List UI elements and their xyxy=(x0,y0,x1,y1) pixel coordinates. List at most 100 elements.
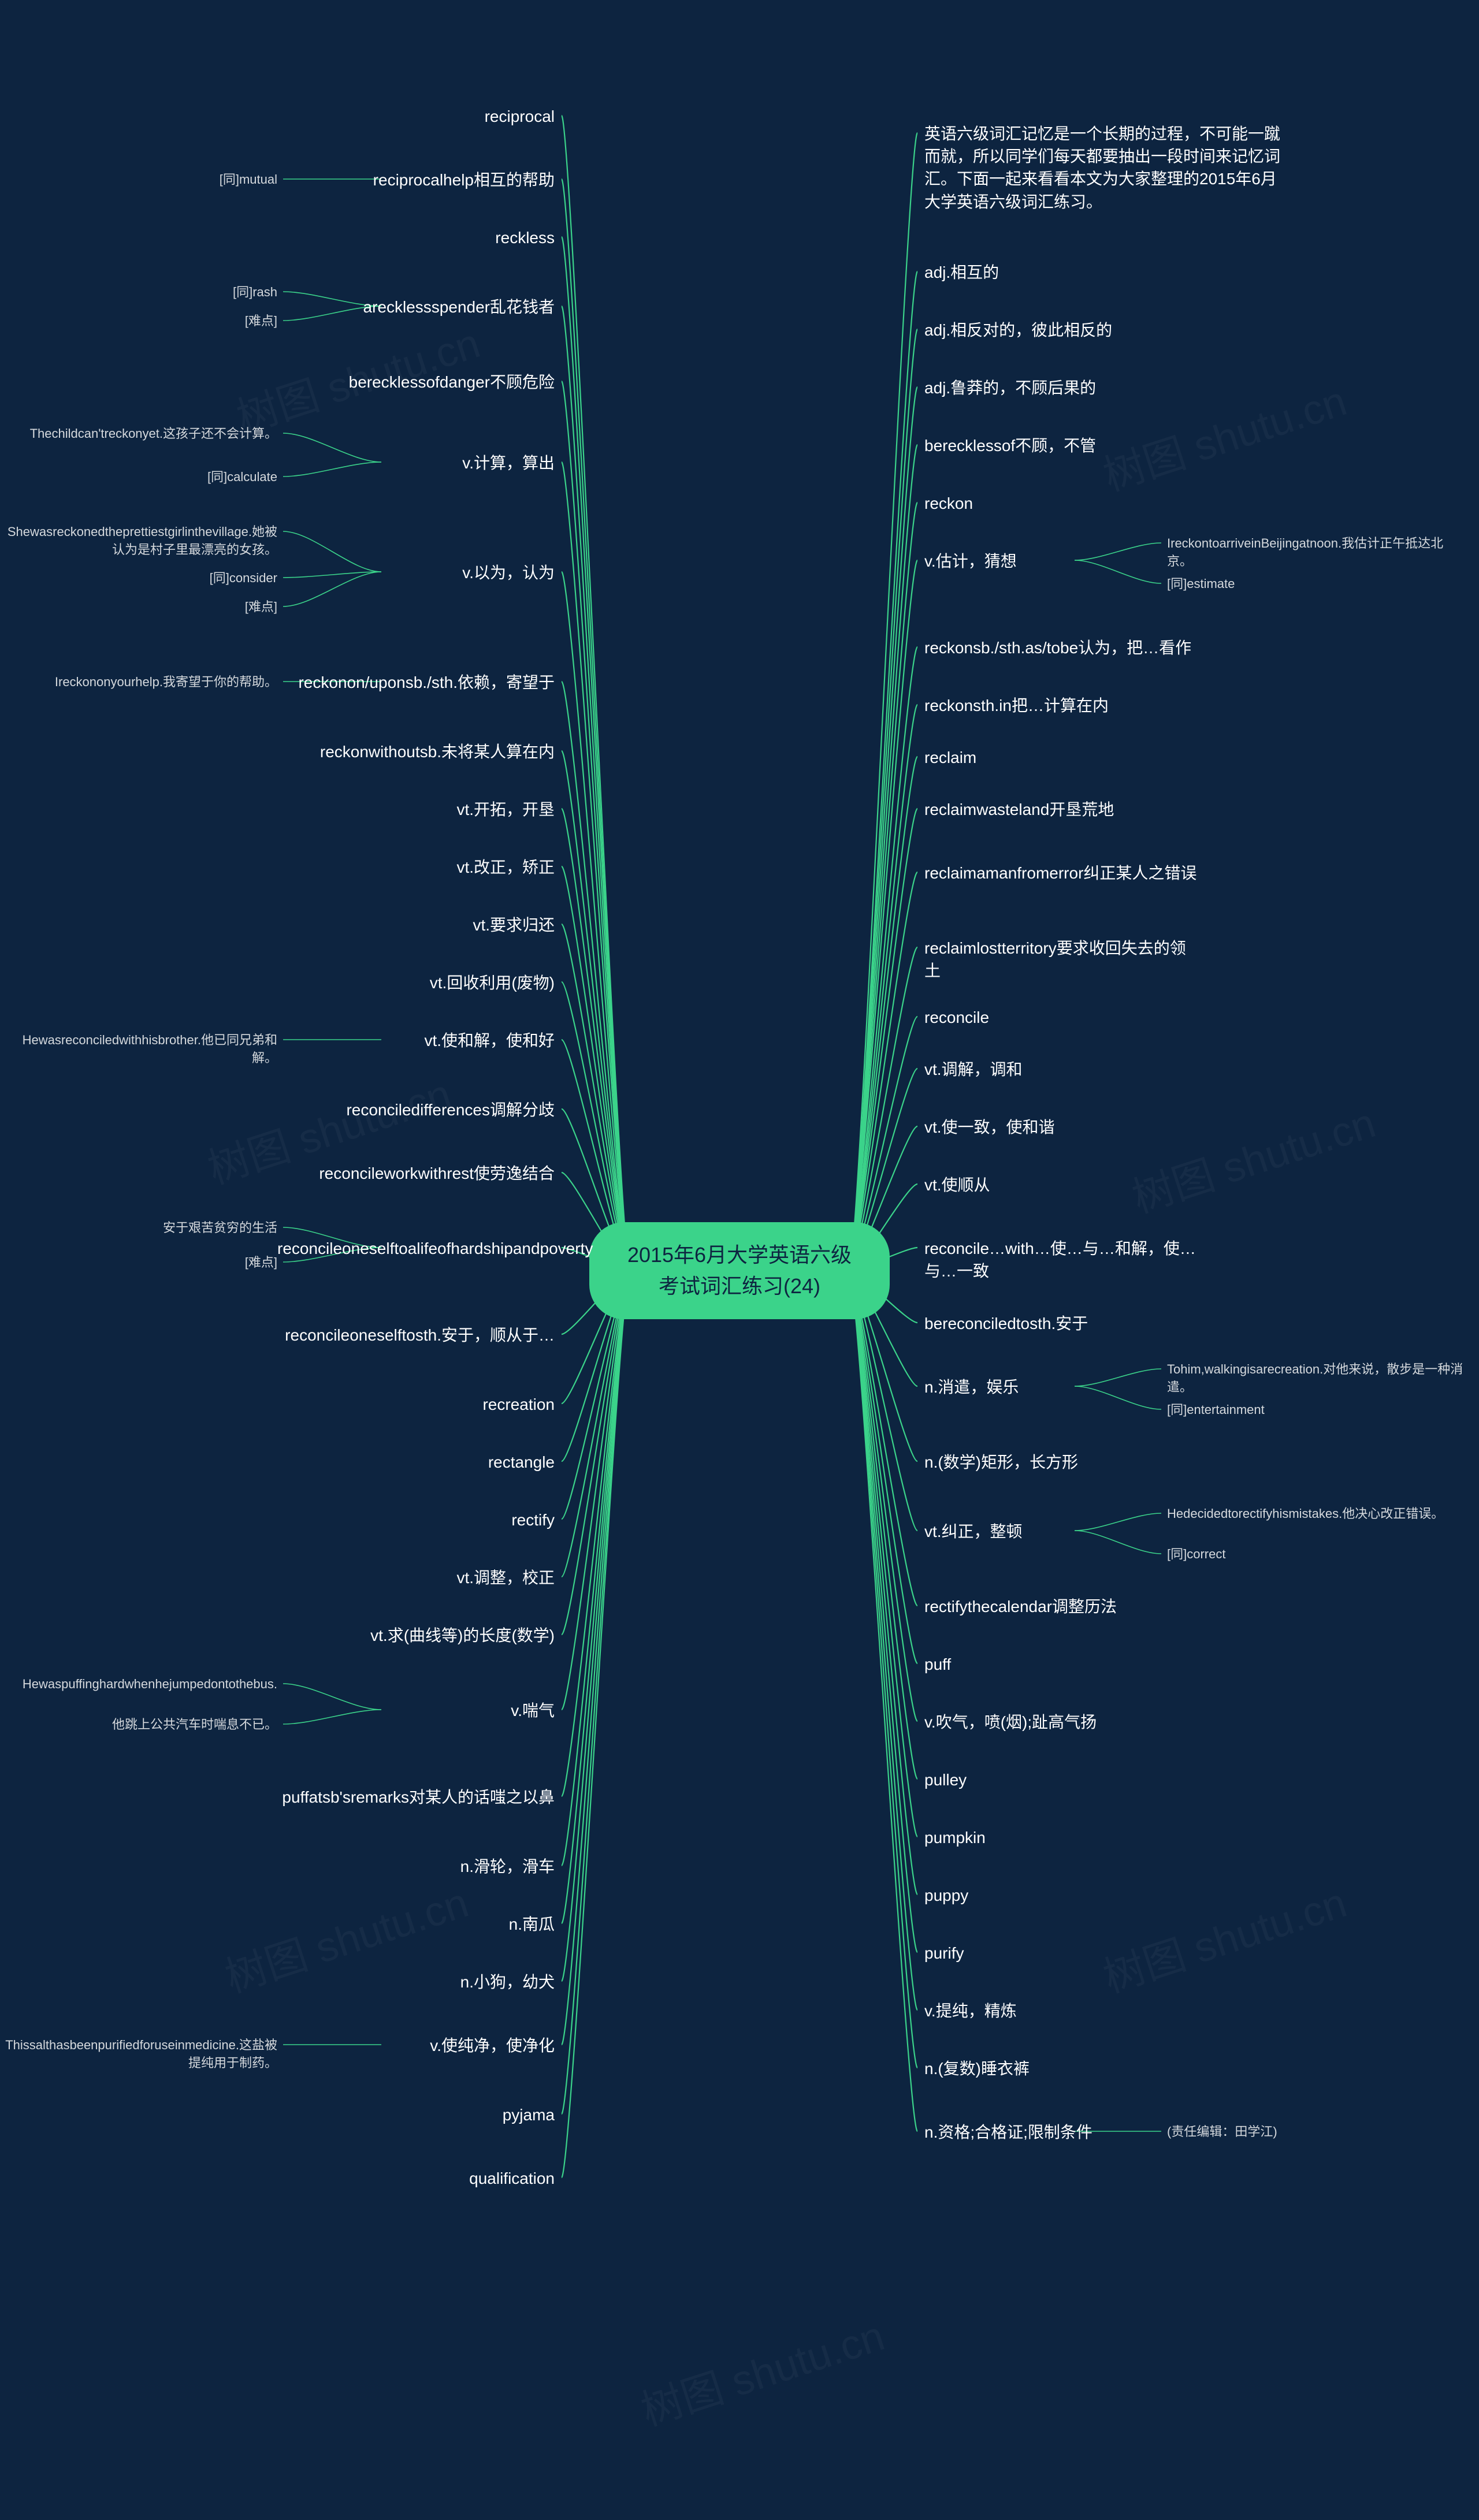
edge xyxy=(283,531,381,572)
mindmap-node: bereconciledtosth.安于 xyxy=(924,1312,1088,1335)
mindmap-node: reclaimlostterritory要求收回失去的领土 xyxy=(924,937,1202,982)
mindmap-node: reciprocal xyxy=(485,105,555,128)
mindmap-node: reckonsth.in把…计算在内 xyxy=(924,694,1109,717)
mindmap-node: vt.改正，矫正 xyxy=(456,856,555,879)
mindmap-subnode: Hewasreconciledwithhisbrother.他已同兄弟和解。 xyxy=(0,1032,277,1067)
mindmap-node: vt.使和解，使和好 xyxy=(424,1029,555,1052)
edge xyxy=(849,647,917,1271)
edge xyxy=(562,1271,630,2045)
mindmap-node: recreation xyxy=(482,1393,555,1416)
edge xyxy=(562,237,630,1271)
edge xyxy=(849,1271,917,1837)
mindmap-node: n.(数学)矩形，长方形 xyxy=(924,1451,1078,1473)
edge xyxy=(1075,1513,1161,1531)
edge xyxy=(562,809,630,1271)
mindmap-node: v.吹气，喷(烟);趾高气扬 xyxy=(924,1711,1097,1733)
mindmap-subnode: Thissalthasbeenpurifiedforuseinmedicine.… xyxy=(0,2037,277,2072)
edge xyxy=(849,872,917,1271)
center-node: 2015年6月大学英语六级考试词汇练习(24) xyxy=(589,1222,890,1319)
watermark: 树图 shutu.cn xyxy=(216,1868,474,2004)
mindmap-node: reconciledifferences调解分歧 xyxy=(346,1099,555,1121)
mindmap-node: vt.使顺从 xyxy=(924,1174,990,1196)
edge xyxy=(562,462,630,1271)
mindmap-node: n.(复数)睡衣裤 xyxy=(924,2057,1030,2080)
edge xyxy=(849,1271,917,1952)
mindmap-node: v.计算，算出 xyxy=(462,452,555,474)
mindmap-node: puppy xyxy=(924,1884,968,1907)
edge xyxy=(562,116,630,1271)
edge xyxy=(562,1271,630,1981)
mindmap-node: vt.要求归还 xyxy=(473,914,555,936)
mindmap-subnode: [难点] xyxy=(245,598,277,616)
edge xyxy=(849,1271,917,2010)
center-title: 2015年6月大学英语六级考试词汇练习(24) xyxy=(627,1243,852,1298)
mindmap-node: reckonwithoutsb.未将某人算在内 xyxy=(320,740,555,763)
edge xyxy=(849,757,917,1271)
mindmap-node: v.使纯净，使净化 xyxy=(430,2034,555,2057)
mindmap-node: vt.使一致，使和谐 xyxy=(924,1116,1055,1138)
mindmap-node: reconcile…with…使…与…和解，使…与…一致 xyxy=(924,1237,1202,1282)
edge xyxy=(562,179,630,1271)
mindmap-node: v.提纯，精炼 xyxy=(924,2000,1017,2022)
mindmap-subnode: [难点] xyxy=(245,1254,277,1272)
edge xyxy=(562,572,630,1271)
mindmap-node: pulley xyxy=(924,1769,967,1791)
mindmap-node: reconcileworkwithrest使劳逸结合 xyxy=(319,1162,555,1185)
mindmap-node: rectify xyxy=(511,1509,555,1531)
edge xyxy=(1075,1369,1161,1386)
edge xyxy=(562,866,630,1271)
mindmap-subnode: [同]entertainment xyxy=(1167,1401,1265,1419)
mindmap-node: vt.调整，校正 xyxy=(456,1566,555,1589)
mindmap-node: reckonon/uponsb./sth.依赖，寄望于 xyxy=(298,671,555,694)
mindmap-node: puff xyxy=(924,1653,951,1676)
edge xyxy=(562,1271,630,2114)
edge xyxy=(849,1271,917,2068)
mindmap-node: reckless xyxy=(495,226,555,249)
mindmap-subnode: Thechildcan'treckonyet.这孩子还不会计算。 xyxy=(30,425,277,443)
mindmap-node: reciprocalhelp相互的帮助 xyxy=(373,169,555,191)
edge xyxy=(849,1271,917,1721)
mindmap-node: berecklessof不顾，不管 xyxy=(924,434,1096,457)
edge xyxy=(1075,1386,1161,1409)
edge xyxy=(1075,560,1161,583)
mindmap-node: vt.开拓，开垦 xyxy=(456,798,555,821)
mindmap-subnode: Ireckononyourhelp.我寄望于你的帮助。 xyxy=(55,673,277,691)
mindmap-subnode: IreckontoarriveinBeijingatnoon.我估计正午抵达北京… xyxy=(1167,535,1467,571)
edge xyxy=(562,381,630,1271)
edge xyxy=(849,1271,917,1663)
edge xyxy=(1075,1531,1161,1554)
edge xyxy=(849,445,917,1271)
mindmap-node: rectifythecalendar调整历法 xyxy=(924,1595,1117,1618)
edge xyxy=(562,1271,630,1923)
watermark: 树图 shutu.cn xyxy=(1123,1089,1381,1224)
edge xyxy=(849,133,917,1271)
edge xyxy=(283,1684,381,1710)
edge xyxy=(849,1271,917,1606)
watermark: 树图 shutu.cn xyxy=(632,2302,890,2437)
mindmap-node: berecklessofdanger不顾危险 xyxy=(349,371,555,393)
mindmap-node: n.小狗，幼犬 xyxy=(460,1971,555,1993)
mindmap-subnode: Hedecidedtorectifyhismistakes.他决心改正错误。 xyxy=(1167,1505,1444,1523)
mindmap-subnode: [同]correct xyxy=(1167,1546,1225,1564)
edge xyxy=(849,809,917,1271)
mindmap-subnode: [同]calculate xyxy=(207,468,277,486)
edge xyxy=(849,329,917,1271)
mindmap-subnode: [同]estimate xyxy=(1167,575,1235,593)
mindmap-subnode: [同]rash xyxy=(233,284,277,301)
mindmap-node: rectangle xyxy=(488,1451,555,1473)
mindmap-node: n.消遣，娱乐 xyxy=(924,1376,1019,1398)
mindmap-node: reconcileoneselftosth.安于，顺从于… xyxy=(285,1324,555,1346)
mindmap-node: pyjama xyxy=(503,2104,555,2126)
edge xyxy=(849,1271,917,1779)
mindmap-node: v.估计，猜想 xyxy=(924,550,1017,572)
edge xyxy=(562,751,630,1271)
watermark: 树图 shutu.cn xyxy=(1094,1868,1352,2004)
edge xyxy=(283,462,381,477)
edge xyxy=(562,1271,630,1796)
edge xyxy=(1075,543,1161,560)
mindmap-subnode: 他跳上公共汽车时喘息不已。 xyxy=(112,1716,277,1734)
mindmap-node: reckon xyxy=(924,492,973,515)
edge xyxy=(849,705,917,1271)
edge xyxy=(562,1271,630,2177)
mindmap-node: reconcile xyxy=(924,1006,989,1029)
